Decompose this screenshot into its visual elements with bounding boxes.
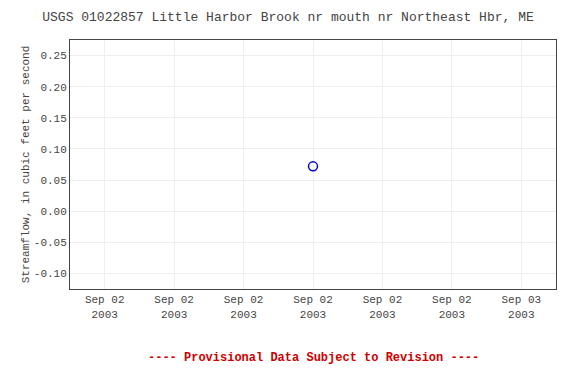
svg-text:0.05: 0.05 — [40, 175, 66, 187]
svg-text:0.00: 0.00 — [40, 206, 66, 218]
svg-text:---- Provisional Data Subject: ---- Provisional Data Subject to Revisio… — [148, 351, 479, 365]
svg-text:0.25: 0.25 — [40, 50, 66, 62]
svg-text:Sep 022003: Sep 022003 — [363, 294, 403, 320]
svg-text:0.20: 0.20 — [40, 82, 66, 94]
svg-text:Sep 022003: Sep 022003 — [432, 294, 472, 320]
svg-text:Sep 032003: Sep 032003 — [501, 294, 541, 320]
svg-text:Streamflow, in cubic feet per: Streamflow, in cubic feet per second — [20, 46, 32, 284]
svg-text:0.10: 0.10 — [40, 144, 66, 156]
svg-text:-0.10: -0.10 — [34, 268, 67, 280]
svg-text:Sep 022003: Sep 022003 — [293, 294, 333, 320]
svg-text:Sep 022003: Sep 022003 — [154, 294, 194, 320]
svg-text:Sep 022003: Sep 022003 — [85, 294, 125, 320]
svg-text:Sep 022003: Sep 022003 — [224, 294, 264, 320]
svg-text:USGS 01022857 Little Harbor Br: USGS 01022857 Little Harbor Brook nr mou… — [42, 10, 534, 25]
svg-text:0.15: 0.15 — [40, 113, 66, 125]
svg-text:-0.05: -0.05 — [34, 237, 67, 249]
